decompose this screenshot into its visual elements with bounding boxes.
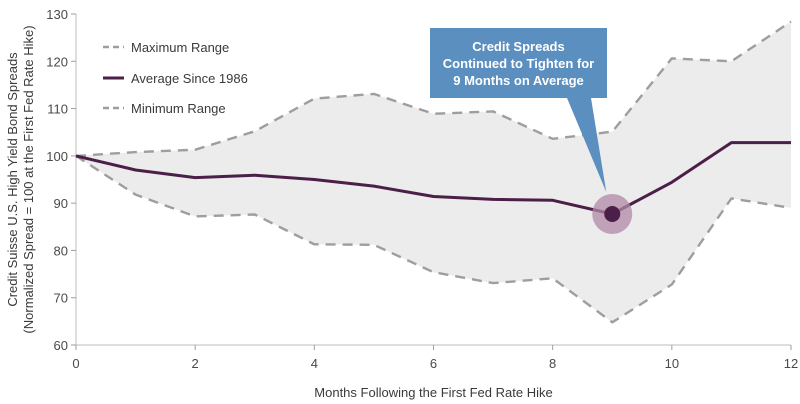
x-tick-label: 0 <box>72 356 79 371</box>
highlight-layer <box>592 194 633 235</box>
series-minimum-range <box>75 154 792 324</box>
y-tick-label: 120 <box>46 54 68 69</box>
range-band-layer <box>76 21 791 323</box>
axes-layer: 60 70 80 90 100 110 120 130 0 2 4 6 8 10 12 <box>46 7 798 371</box>
series-maximum-range <box>75 20 792 158</box>
x-tick-label: 2 <box>192 356 199 371</box>
legend-label-maximum: Maximum Range <box>131 40 229 55</box>
callout-line-1: Credit Spreads <box>472 39 564 54</box>
y-axis-title-line-2: (Normalized Spread = 100 at the First Fe… <box>21 25 36 333</box>
legend: Maximum Range Average Since 1986 Minimum… <box>103 40 248 116</box>
callout-line-3: 9 Months on Average <box>453 73 584 88</box>
y-axis-title-line-1: Credit Suisse U.S. High Yield Bond Sprea… <box>5 52 20 307</box>
callout-box <box>430 28 607 193</box>
series-average-since-1986 <box>75 141 791 216</box>
y-tick-label: 70 <box>54 291 68 306</box>
callout-line-2: Continued to Tighten for <box>443 56 594 71</box>
y-tick-label: 100 <box>46 149 68 164</box>
callout: Credit Spreads Continued to Tighten for … <box>430 28 607 193</box>
y-tick-label: 130 <box>46 7 68 22</box>
highlight-point <box>604 206 621 223</box>
x-tick-label: 4 <box>311 356 318 371</box>
y-tick-label: 80 <box>54 243 68 258</box>
legend-label-minimum: Minimum Range <box>131 101 226 116</box>
range-band <box>76 21 791 323</box>
y-tick-label: 60 <box>54 338 68 353</box>
x-tick-label: 10 <box>665 356 679 371</box>
x-tick-label: 8 <box>549 356 556 371</box>
x-tick-label: 6 <box>430 356 437 371</box>
x-axis-title: Months Following the First Fed Rate Hike <box>314 385 552 400</box>
series-layer <box>75 20 792 324</box>
y-tick-label: 110 <box>47 102 68 117</box>
x-tick-label: 12 <box>784 356 798 371</box>
legend-label-average: Average Since 1986 <box>131 71 248 86</box>
y-tick-label: 90 <box>54 196 68 211</box>
